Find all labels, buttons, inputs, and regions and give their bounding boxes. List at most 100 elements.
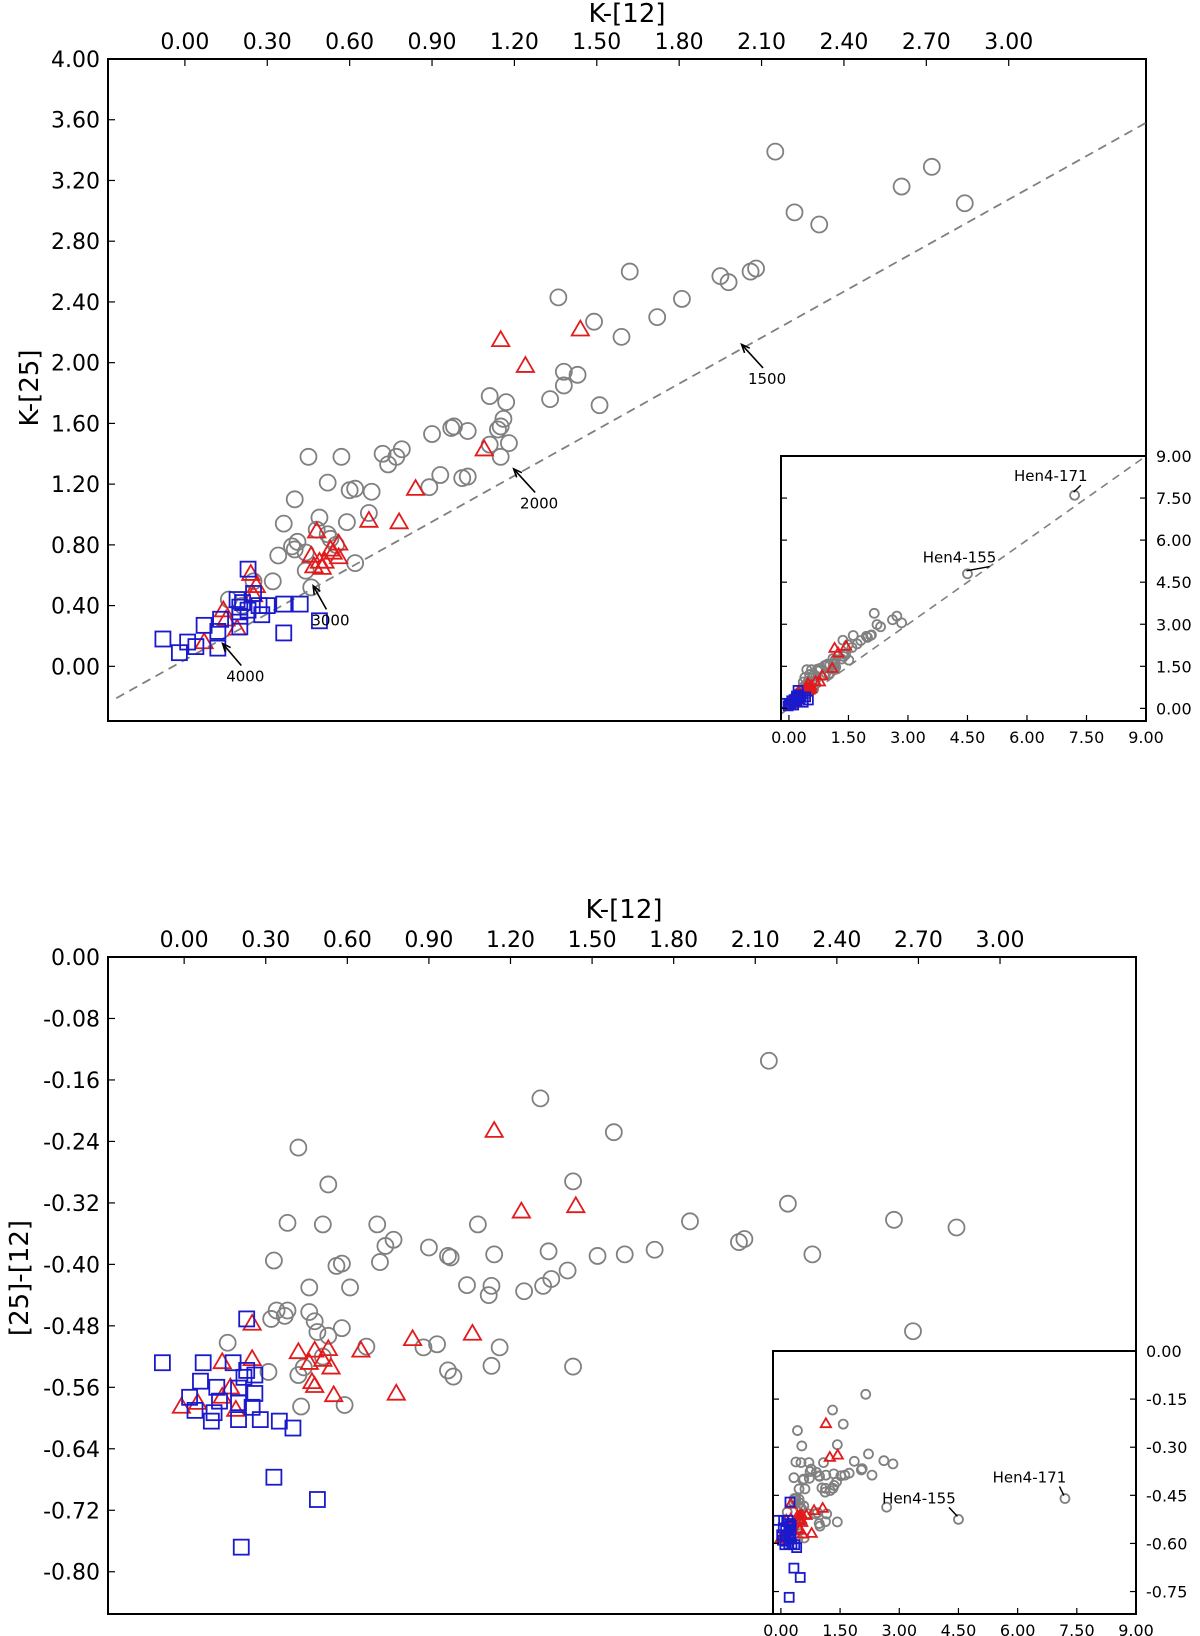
top-inset-x-tick-label: 7.50 bbox=[1069, 728, 1105, 747]
bottom-point-circle bbox=[539, 1242, 558, 1261]
bottom-point-triangle bbox=[241, 1313, 263, 1331]
top-point-circle bbox=[453, 469, 472, 487]
bottom-point-circle bbox=[319, 1175, 338, 1194]
top-x-axis-title: K-[12] bbox=[588, 0, 665, 29]
bottom-inset-point-triangle bbox=[819, 1416, 833, 1429]
top-point-triangle bbox=[515, 355, 536, 373]
top-annotation-label: 3000 bbox=[311, 611, 349, 629]
top-point-circle bbox=[423, 425, 441, 443]
top-point-circle bbox=[955, 194, 974, 213]
top-inset-x-tick-label: 1.50 bbox=[831, 728, 867, 747]
top-point-circle bbox=[263, 572, 282, 591]
top-inset-point-square bbox=[782, 700, 794, 712]
bottom-point-circle bbox=[335, 1396, 354, 1414]
bottom-point-circle bbox=[319, 1326, 338, 1345]
bottom-x-tick-label: 1.80 bbox=[649, 928, 698, 953]
bottom-point-circle bbox=[327, 1257, 346, 1275]
bottom-point-circle bbox=[588, 1247, 607, 1265]
top-inset-y-tick-label: 3.00 bbox=[1156, 615, 1192, 634]
top-point-circle bbox=[554, 362, 573, 381]
bottom-point-circle bbox=[885, 1210, 903, 1229]
bottom-x-tick-label: 0.90 bbox=[404, 928, 453, 953]
top-point-circle bbox=[554, 376, 573, 395]
top-inset-dashed-line bbox=[780, 455, 1147, 715]
top-point-square bbox=[231, 618, 249, 636]
top-point-square bbox=[258, 597, 276, 615]
bottom-point-square bbox=[181, 1388, 198, 1406]
top-inset-x-tick-label: 3.00 bbox=[890, 728, 926, 747]
bottom-point-square bbox=[208, 1378, 226, 1396]
bottom-inset-point-circle bbox=[814, 1471, 825, 1482]
top-annotation-arrow bbox=[740, 343, 764, 369]
bottom-inset-point-triangle bbox=[804, 1526, 819, 1538]
top-point-circle bbox=[648, 308, 667, 327]
top-point-circle bbox=[480, 387, 499, 405]
top-x-tick-label: 0.30 bbox=[243, 30, 292, 55]
top-point-triangle bbox=[314, 551, 336, 569]
top-point-circle bbox=[359, 504, 378, 522]
top-inset-x-tick-label: 6.00 bbox=[1009, 728, 1045, 747]
bottom-inset-point-circle bbox=[878, 1455, 890, 1467]
bottom-inset-point-circle bbox=[831, 1516, 843, 1528]
bottom-point-circle bbox=[420, 1238, 438, 1257]
bottom-point-circle bbox=[313, 1215, 332, 1234]
top-annotations: 1500 2000 3000 4000 bbox=[221, 342, 786, 686]
top-y-tick-label: 2.80 bbox=[51, 230, 100, 255]
bottom-inset-y-tick-label: -0.15 bbox=[1146, 1390, 1187, 1409]
top-inset-frame bbox=[780, 455, 1147, 722]
top-x-tick-label: 1.50 bbox=[572, 30, 621, 55]
bottom-point-circle bbox=[482, 1276, 501, 1295]
top-annotation-arrowhead bbox=[221, 641, 231, 653]
top-annotation-label: 2000 bbox=[520, 494, 558, 512]
bottom-point-square bbox=[192, 1372, 209, 1390]
top-y-tick-label: 3.20 bbox=[51, 169, 100, 194]
bottom-inset-points bbox=[772, 1388, 1071, 1603]
top-point-triangle bbox=[301, 545, 322, 563]
top-inset-point-circle bbox=[896, 617, 908, 629]
bottom-inset-point-circle bbox=[953, 1513, 964, 1525]
bottom-point-triangle bbox=[241, 1348, 263, 1366]
bottom-x-ticks: 0.00 0.30 0.60 0.90 1.20 1.50 1.80 2.10 2.40 2.70… bbox=[160, 928, 1025, 964]
top-point-circle bbox=[747, 259, 765, 278]
bottom-x-tick-label: 2.10 bbox=[731, 928, 780, 953]
bottom-point-triangle bbox=[288, 1341, 309, 1360]
top-point-circle bbox=[541, 390, 560, 409]
top-x-ticks: 0.00 0.30 0.60 0.90 1.20 1.50 1.80 2.10 2.40 2.70… bbox=[160, 30, 1033, 66]
bottom-point-square bbox=[232, 1538, 250, 1556]
bottom-y-tick-label: -0.32 bbox=[43, 1192, 100, 1217]
top-x-tick-label: 0.90 bbox=[408, 30, 457, 55]
bottom-point-circle bbox=[278, 1213, 297, 1232]
bottom-inset-x-tick-label: 4.50 bbox=[941, 1621, 977, 1636]
bottom-point-circle bbox=[534, 1276, 553, 1295]
top-y-tick-label: 3.60 bbox=[51, 109, 100, 134]
bottom-inset-label: Hen4-171 bbox=[993, 1469, 1067, 1487]
bottom-x-tick-label: 2.40 bbox=[812, 928, 861, 953]
top-inset-point-circle bbox=[875, 621, 886, 633]
bottom-inset-point-circle bbox=[804, 1466, 816, 1477]
top-point-circle bbox=[766, 142, 785, 161]
bottom-inset-y-tick-label: 0.00 bbox=[1146, 1342, 1182, 1361]
bottom-point-circle bbox=[259, 1363, 278, 1381]
top-annotation-arrowhead bbox=[740, 342, 751, 354]
top-y-axis-title: K-[25] bbox=[15, 349, 45, 426]
top-point-circle bbox=[318, 473, 337, 492]
top-inset-label-arrow bbox=[1073, 484, 1082, 493]
top-y-tick-label: 0.00 bbox=[51, 655, 100, 680]
bottom-inset-labels: Hen4-171 Hen4-155 bbox=[882, 1469, 1066, 1517]
bottom-inset-point-circle bbox=[792, 1425, 803, 1436]
bottom-point-circle bbox=[332, 1319, 351, 1338]
top-annotation-arrow bbox=[312, 585, 328, 610]
bottom-inset-point-circle bbox=[827, 1404, 838, 1416]
bottom-point-square bbox=[238, 1310, 256, 1328]
bottom-inset-x-ticks: 0.00 1.50 3.00 4.50 6.00 7.50 9.00 bbox=[763, 1608, 1154, 1636]
top-inset-point-circle bbox=[847, 630, 859, 641]
top-inset-label-arrow bbox=[966, 565, 990, 572]
top-inset-point-circle bbox=[868, 607, 880, 619]
bottom-inset-y-tick-label: -0.60 bbox=[1146, 1534, 1187, 1553]
bottom-inset-frame bbox=[772, 1350, 1137, 1615]
bottom-point-triangle bbox=[304, 1340, 325, 1358]
top-point-circle bbox=[302, 578, 321, 597]
bottom-inset-point-triangle bbox=[784, 1497, 798, 1509]
bottom-y-tick-label: 0.00 bbox=[51, 946, 100, 971]
